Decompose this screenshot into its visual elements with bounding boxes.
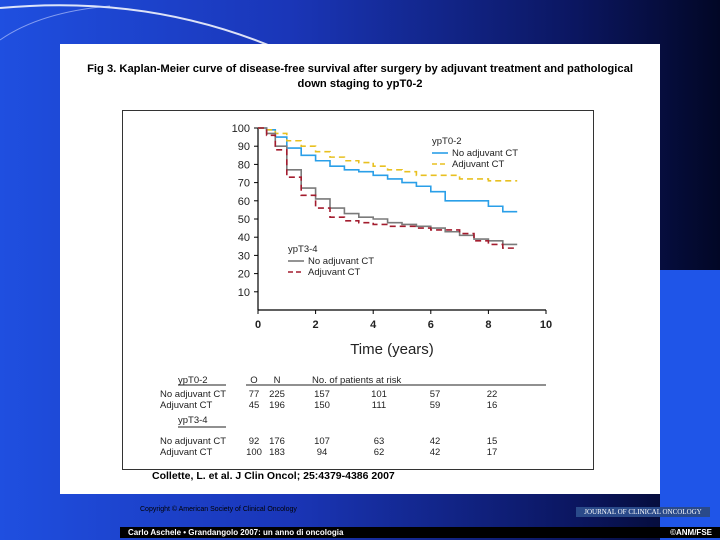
risk-cell: 59 — [430, 400, 441, 411]
y-tick-label: 70 — [238, 178, 250, 190]
risk-cell: 62 — [374, 447, 385, 458]
y-tick-label: 10 — [238, 287, 250, 299]
legend-label: Adjuvant CT — [308, 267, 360, 278]
km-curve-1 — [258, 127, 518, 182]
risk-cell: 63 — [374, 436, 385, 447]
risk-at-risk-header: No. of patients at risk — [312, 375, 401, 386]
risk-n-header: N — [274, 375, 281, 386]
risk-cell: 17 — [487, 447, 498, 458]
x-tick-label: 4 — [370, 319, 377, 331]
km-curve-3 — [258, 127, 518, 249]
chart-curves — [258, 127, 518, 249]
figure-title-line2: down staging to ypT0-2 — [297, 78, 423, 90]
risk-row-label: Adjuvant CT — [160, 447, 212, 458]
risk-cell-n: 183 — [269, 447, 285, 458]
risk-cell: 150 — [314, 400, 330, 411]
risk-cell: 15 — [487, 436, 498, 447]
risk-group-title: ypT3-4 — [178, 415, 208, 426]
km-curve-2 — [258, 127, 518, 246]
slide-footer: Carlo Aschele • Grandangolo 2007: un ann… — [120, 527, 720, 538]
footer-right: ©ANM/FSE — [670, 528, 712, 537]
figure-frame — [122, 110, 594, 470]
slide-panel: Fig 3. Kaplan-Meier curve of disease-fre… — [60, 44, 720, 538]
x-tick-label: 0 — [255, 319, 261, 331]
risk-cell: 42 — [430, 447, 441, 458]
risk-cell: 107 — [314, 436, 330, 447]
risk-row-label: Adjuvant CT — [160, 400, 212, 411]
risk-row-label: No adjuvant CT — [160, 436, 226, 447]
risk-cell-o: 77 — [249, 389, 260, 400]
footer-left: Carlo Aschele • Grandangolo 2007: un ann… — [128, 528, 344, 537]
y-tick-label: 80 — [238, 159, 250, 171]
risk-cell: 157 — [314, 389, 330, 400]
journal-banner: JOURNAL OF CLINICAL ONCOLOGY — [576, 507, 710, 517]
risk-group-header: ypT0-2 — [178, 375, 208, 386]
risk-row-label: No adjuvant CT — [160, 389, 226, 400]
risk-cell-o: 92 — [249, 436, 260, 447]
risk-cell: 57 — [430, 389, 441, 400]
x-tick-label: 2 — [313, 319, 319, 331]
citation: Collette, L. et al. J Clin Oncol; 25:437… — [152, 470, 395, 482]
y-tick-label: 50 — [238, 214, 250, 226]
risk-cell: 94 — [317, 447, 328, 458]
legend-label: Adjuvant CT — [452, 159, 504, 170]
risk-cell: 22 — [487, 389, 498, 400]
risk-o-header: O — [250, 375, 257, 386]
risk-table: ypT0-2 O N No. of patients at risk No adjuva… — [160, 375, 546, 458]
x-tick-label: 10 — [540, 319, 552, 331]
x-tick-label: 6 — [428, 319, 434, 331]
risk-cell: 16 — [487, 400, 498, 411]
y-tick-label: 100 — [232, 123, 250, 135]
y-tick-label: 60 — [238, 196, 250, 208]
risk-cell-n: 176 — [269, 436, 285, 447]
chart-axes: 0 2 4 6 8 10 10 20 30 40 50 60 70 80 90 100 Time (years) — [232, 123, 552, 358]
legend-label: No adjuvant CT — [452, 148, 518, 159]
right-accent-block — [660, 270, 720, 540]
legend-title: ypT3-4 — [288, 244, 318, 255]
figure-title-line1: Fig 3. Kaplan-Meier curve of disease-fre… — [87, 63, 633, 75]
km-chart: 0 2 4 6 8 10 10 20 30 40 50 60 70 80 90 100 Time (years)… — [160, 123, 552, 458]
risk-cell-o: 100 — [246, 447, 262, 458]
figure-title: Fig 3. Kaplan-Meier curve of disease-fre… — [60, 62, 660, 92]
y-tick-label: 30 — [238, 250, 250, 262]
risk-cell-n: 225 — [269, 389, 285, 400]
risk-cell: 111 — [372, 400, 386, 411]
y-tick-label: 40 — [238, 232, 250, 244]
risk-cell: 42 — [430, 436, 441, 447]
x-axis-label: Time (years) — [350, 341, 434, 358]
y-tick-label: 20 — [238, 269, 250, 281]
x-tick-label: 8 — [485, 319, 491, 331]
risk-cell-n: 196 — [269, 400, 285, 411]
risk-cell-o: 45 — [249, 400, 260, 411]
copyright-text: Copyright © American Society of Clinical… — [140, 506, 297, 513]
y-tick-label: 90 — [238, 141, 250, 153]
legend-title: ypT0-2 — [432, 136, 462, 147]
risk-cell: 101 — [371, 389, 387, 400]
legend-label: No adjuvant CT — [308, 256, 374, 267]
